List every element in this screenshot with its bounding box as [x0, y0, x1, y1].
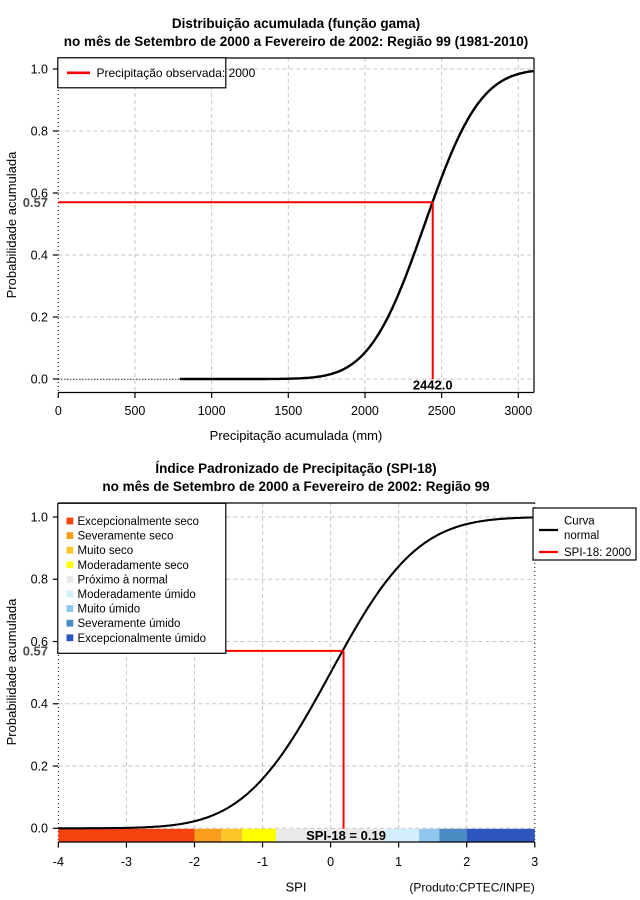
chart1-marker-precip-label: 2442.0 [413, 378, 453, 393]
y-axis-tick-label: 0.0 [31, 372, 48, 386]
y-axis-tick-label: 0.0 [31, 822, 48, 836]
chart2-title-line1: Índice Padronizado de Precipitação (SPI-… [155, 461, 436, 476]
chart2-category-legend-box [57, 502, 227, 654]
legend-category-swatch [66, 517, 74, 525]
chart2-spi-marker-lines [58, 649, 345, 829]
spi-colorbar-segment [439, 828, 467, 842]
spi-colorbar-segment [466, 828, 535, 842]
spi-colorbar-segment [419, 828, 440, 842]
legend-category-label: Muito seco [78, 545, 134, 557]
chart2-normal-curve [58, 516, 535, 830]
gamma-cdf-curve [180, 69, 534, 381]
spi-colorbar-segment [385, 828, 420, 842]
chart2-marker-spi-label: SPI-18 = 0.19 [306, 828, 386, 843]
y-axis-tick-label: 0.4 [31, 248, 48, 262]
spi-colorbar-segment [242, 828, 277, 842]
chart1-title-line2: no mês de Setembro de 2000 a Fevereiro d… [64, 34, 528, 49]
x-axis-tick-label: 2 [463, 855, 470, 869]
y-axis-tick-label: 1.0 [31, 62, 48, 76]
y-axis-tick-label: 0.2 [31, 310, 48, 324]
x-axis-tick-label: -4 [53, 855, 64, 869]
y-axis-tick-label: 0.8 [31, 573, 48, 587]
y-axis-tick-label: 0.6 [31, 635, 48, 649]
x-axis-tick-label: 1500 [274, 404, 302, 418]
legend-category-swatch [66, 532, 74, 539]
legend-category-swatch [66, 634, 74, 642]
legend-category-swatch [66, 605, 74, 612]
normal-cdf-curve [58, 516, 535, 830]
chart2-marker-probability-label: 0.57 [23, 643, 48, 658]
legend-category-label: Severamente úmido [78, 618, 181, 630]
chart2-title-line2: no mês de Setembro de 2000 a Fevereiro d… [102, 479, 489, 494]
chart1-gamma-curve [58, 69, 534, 381]
chart-spi18: Índice Padronizado de Precipitação (SPI-… [4, 461, 637, 895]
chart2-curves-legend: Curva normal SPI-18: 2000 [532, 507, 637, 561]
chart1-y-axis-label: Probabilidade acumulada [4, 151, 19, 298]
legend-category-label: Moderadamente seco [78, 560, 189, 572]
chart1-marker-probability-label: 0.57 [23, 195, 48, 210]
legend-category-swatch [66, 561, 74, 569]
y-axis-tick-label: 0.2 [31, 759, 48, 773]
chart2-axis-ticks: -4 -3 -2 -1 0 1 2 3 0.0 0.2 0.4 0.6 0.8 1.0 [31, 510, 539, 869]
x-axis-tick-label: 0 [327, 855, 334, 869]
legend-category-swatch [66, 619, 74, 627]
x-axis-tick-label: 2500 [428, 404, 456, 418]
chart2-legend-normal-label-line1: Curva [564, 516, 595, 528]
y-axis-tick-label: 1.0 [31, 510, 48, 524]
chart2-category-legend-items: Excepcionalmente seco Severamente seco Mui… [66, 516, 207, 645]
y-axis-tick-label: 0.8 [31, 124, 48, 138]
chart2-spi-category-colorbar [58, 828, 535, 842]
chart2-category-legend: Excepcionalmente seco Severamente seco Mui… [57, 502, 227, 654]
chart2-x-axis-label: SPI [286, 880, 307, 895]
spi-colorbar-segment [221, 828, 243, 842]
x-axis-tick-label: 3000 [504, 404, 532, 418]
spi-colorbar-segment [194, 828, 222, 842]
x-axis-tick-label: -3 [121, 855, 132, 869]
x-axis-tick-label: 1000 [198, 404, 226, 418]
chart2-y-axis-label: Probabilidade acumulada [4, 598, 19, 745]
chart1-axis-ticks: 0 500 1000 1500 2000 2500 3000 0.0 0.2 0.4 0.6 0.8 1… [31, 62, 533, 418]
chart1-observed-marker-lines [58, 201, 434, 380]
legend-category-label: Muito úmido [78, 604, 141, 616]
x-axis-tick-label: 2000 [351, 404, 379, 418]
chart1-title-line1: Distribuição acumulada (função gama) [172, 16, 420, 31]
chart2-product-annotation: (Produto:CPTEC/INPE) [409, 881, 534, 895]
spi-colorbar-segment [276, 828, 386, 842]
chart1-plot-frame [58, 57, 535, 394]
x-axis-tick-label: -1 [257, 855, 268, 869]
legend-category-label: Próximo à normal [78, 574, 168, 586]
legend-category-label: Moderadamente úmido [78, 589, 196, 601]
spi-colorbar-segment [58, 828, 195, 842]
x-axis-tick-label: 1 [395, 855, 402, 869]
legend-category-label: Excepcionalmente úmido [78, 633, 207, 645]
legend-category-swatch [66, 546, 74, 554]
chart1-legend: Precipitação observada: 2000 [57, 57, 256, 89]
chart1-gridlines [57, 58, 534, 393]
legend-category-swatch [66, 576, 74, 583]
legend-category-label: Severamente seco [78, 531, 174, 543]
legend-category-label: Excepcionalmente seco [78, 516, 199, 528]
x-axis-tick-label: -2 [189, 855, 200, 869]
y-axis-tick-label: 0.6 [31, 186, 48, 200]
chart1-x-axis-label: Precipitação acumulada (mm) [210, 428, 383, 443]
x-axis-tick-label: 0 [55, 404, 62, 418]
chart2-legend-spi-label: SPI-18: 2000 [564, 547, 631, 559]
x-axis-tick-label: 500 [125, 404, 146, 418]
chart2-legend-normal-label-line2: normal [564, 530, 599, 542]
legend-category-swatch [66, 590, 74, 598]
y-axis-tick-label: 0.4 [31, 697, 48, 711]
chart1-legend-label: Precipitação observada: 2000 [97, 66, 256, 80]
x-axis-tick-label: 3 [531, 855, 538, 869]
chart-gamma-cdf: Distribuição acumulada (função gama) no … [4, 16, 535, 443]
